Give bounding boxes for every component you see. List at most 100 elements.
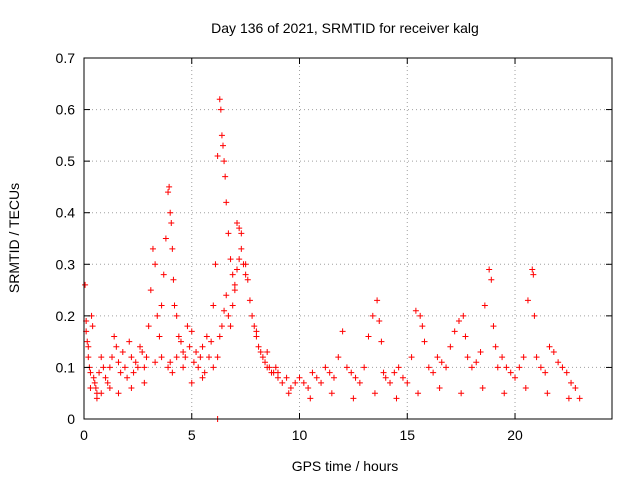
data-point xyxy=(147,287,154,294)
data-point xyxy=(221,307,228,314)
data-point xyxy=(253,328,260,335)
data-point xyxy=(180,348,187,355)
data-point xyxy=(537,364,544,371)
x-tick-label: 5 xyxy=(188,427,196,443)
data-point xyxy=(501,390,508,397)
data-point xyxy=(152,359,159,366)
data-point xyxy=(89,323,96,330)
data-point xyxy=(184,323,191,330)
data-point xyxy=(195,364,202,371)
data-point xyxy=(542,369,549,376)
data-point xyxy=(85,343,92,350)
data-point xyxy=(244,276,251,283)
data-point xyxy=(576,395,583,402)
data-point xyxy=(201,369,208,376)
x-tick-label: 0 xyxy=(80,427,88,443)
x-tick-label: 20 xyxy=(507,427,523,443)
data-point xyxy=(391,369,398,376)
data-point xyxy=(568,379,575,386)
data-point xyxy=(376,318,383,325)
data-point xyxy=(296,374,303,381)
data-point xyxy=(126,338,133,345)
data-point xyxy=(132,359,139,366)
data-point xyxy=(264,348,271,355)
data-point xyxy=(165,364,172,371)
data-point xyxy=(234,220,241,227)
data-point xyxy=(165,189,172,196)
data-point xyxy=(274,369,281,376)
data-point xyxy=(222,173,229,180)
data-point xyxy=(419,323,426,330)
data-point xyxy=(186,343,193,350)
data-point xyxy=(143,354,150,361)
data-point xyxy=(328,390,335,397)
data-point xyxy=(111,333,118,340)
data-point xyxy=(382,374,389,381)
data-point xyxy=(259,354,266,361)
data-point xyxy=(473,359,480,366)
data-point xyxy=(177,338,184,345)
data-point xyxy=(169,369,176,376)
data-point xyxy=(130,369,137,376)
data-point xyxy=(231,287,238,294)
data-point xyxy=(84,338,91,345)
data-point xyxy=(559,364,566,371)
data-point xyxy=(154,312,161,319)
data-point xyxy=(173,312,180,319)
data-point xyxy=(464,354,471,361)
data-point xyxy=(134,364,141,371)
data-point xyxy=(492,343,499,350)
data-point xyxy=(93,395,100,402)
data-point xyxy=(307,395,314,402)
data-point xyxy=(335,354,342,361)
data-point xyxy=(221,158,228,165)
data-point xyxy=(425,364,432,371)
data-point xyxy=(309,369,316,376)
x-axis-label: GPS time / hours xyxy=(292,458,399,474)
y-tick-label: 0.2 xyxy=(56,308,76,324)
data-point xyxy=(352,374,359,381)
tick-layer: 0 0.1 0.2 0.3 0.4 0.5 0.6 0.7 0 5 10 15 20 xyxy=(56,50,612,443)
data-point xyxy=(434,354,441,361)
data-point xyxy=(242,261,249,268)
data-point xyxy=(365,333,372,340)
data-point xyxy=(217,106,224,113)
data-point xyxy=(546,343,553,350)
data-point xyxy=(343,364,350,371)
data-point xyxy=(236,256,243,263)
data-points-layer xyxy=(82,96,583,422)
data-point xyxy=(529,266,536,273)
data-point xyxy=(494,364,501,371)
data-point xyxy=(227,323,234,330)
data-point xyxy=(458,390,465,397)
data-point xyxy=(300,379,307,386)
data-point xyxy=(369,312,376,319)
data-point xyxy=(188,328,195,335)
data-point xyxy=(468,364,475,371)
data-point xyxy=(565,395,572,402)
data-point xyxy=(330,374,337,381)
data-point xyxy=(313,374,320,381)
data-point xyxy=(113,343,120,350)
data-point xyxy=(96,369,103,376)
data-point xyxy=(210,302,217,309)
data-point xyxy=(128,354,135,361)
data-point xyxy=(106,385,113,392)
data-point xyxy=(488,276,495,283)
data-point xyxy=(399,374,406,381)
data-point xyxy=(90,374,97,381)
data-point xyxy=(141,379,148,386)
data-point xyxy=(229,302,236,309)
data-point xyxy=(87,369,94,376)
data-point xyxy=(203,333,210,340)
data-point xyxy=(102,374,109,381)
data-point xyxy=(229,271,236,278)
data-point xyxy=(550,348,557,355)
data-point xyxy=(85,354,92,361)
data-point xyxy=(91,379,98,386)
y-tick-label: 0.4 xyxy=(56,205,76,221)
data-point xyxy=(173,354,180,361)
data-point xyxy=(522,385,529,392)
data-point xyxy=(225,230,232,237)
y-axis-label: SRMTID / TECUs xyxy=(6,183,22,293)
